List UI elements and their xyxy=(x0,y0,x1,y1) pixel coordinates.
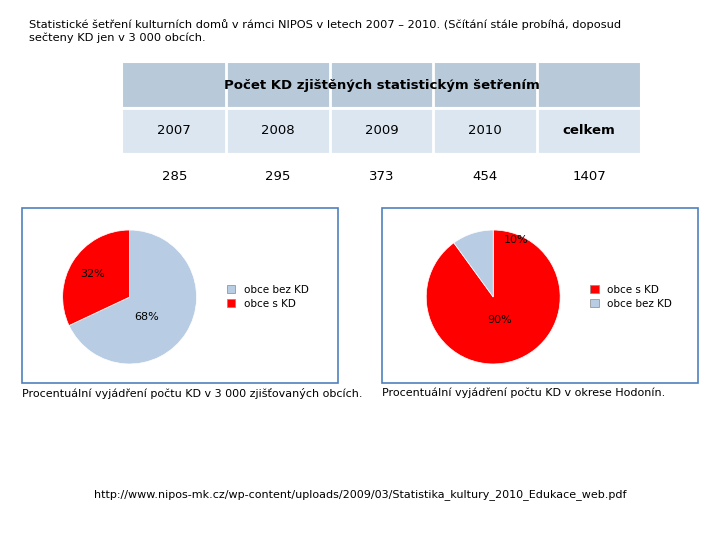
Wedge shape xyxy=(426,230,560,364)
Wedge shape xyxy=(454,230,493,297)
Text: 2008: 2008 xyxy=(261,124,294,138)
Wedge shape xyxy=(69,230,197,364)
Text: 1407: 1407 xyxy=(572,170,606,184)
Legend: obce bez KD, obce s KD: obce bez KD, obce s KD xyxy=(227,285,308,309)
Text: sečteny KD jen v 3 000 obcích.: sečteny KD jen v 3 000 obcích. xyxy=(29,32,205,43)
Text: 2009: 2009 xyxy=(365,124,398,138)
Text: 2010: 2010 xyxy=(469,124,502,138)
Legend: obce s KD, obce bez KD: obce s KD, obce bez KD xyxy=(590,285,672,309)
FancyBboxPatch shape xyxy=(122,154,641,200)
Text: 295: 295 xyxy=(265,170,291,184)
Text: Procentuální vyjádření počtu KD v okrese Hodonín.: Procentuální vyjádření počtu KD v okrese… xyxy=(382,388,665,398)
Text: Procentuální vyjádření počtu KD v 3 000 zjišťovaných obcích.: Procentuální vyjádření počtu KD v 3 000 … xyxy=(22,388,362,399)
Text: Počet KD zjištěných statistickým šetřením: Počet KD zjištěných statistickým šetření… xyxy=(224,78,539,92)
Text: 32%: 32% xyxy=(81,268,105,279)
Text: http://www.nipos-mk.cz/wp-content/uploads/2009/03/Statistika_kultury_2010_Edukac: http://www.nipos-mk.cz/wp-content/upload… xyxy=(94,489,626,500)
FancyBboxPatch shape xyxy=(122,108,641,154)
Text: 68%: 68% xyxy=(134,312,158,322)
FancyBboxPatch shape xyxy=(122,62,641,108)
Text: 10%: 10% xyxy=(504,235,529,245)
Text: 2007: 2007 xyxy=(158,124,191,138)
Text: 373: 373 xyxy=(369,170,395,184)
Wedge shape xyxy=(63,230,130,326)
Text: 454: 454 xyxy=(472,170,498,184)
Text: Statistické šetření kulturních domů v rámci NIPOS v letech 2007 – 2010. (Sčítání: Statistické šetření kulturních domů v rá… xyxy=(29,19,621,30)
Text: 285: 285 xyxy=(161,170,187,184)
Text: celkem: celkem xyxy=(562,124,616,138)
Text: 90%: 90% xyxy=(487,315,512,326)
